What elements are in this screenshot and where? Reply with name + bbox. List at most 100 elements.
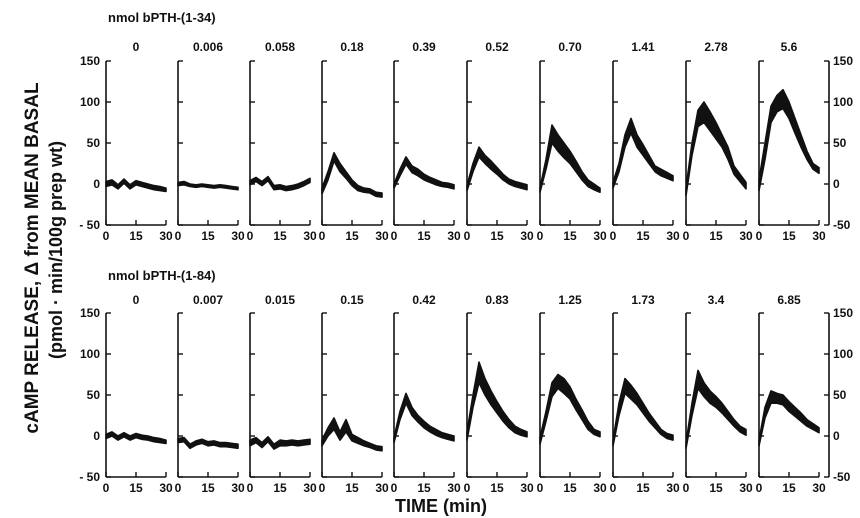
response-band bbox=[758, 88, 820, 192]
panel-1-1: 0.007 0 15 30 bbox=[175, 293, 245, 495]
panel-1-4: 0.42 0 15 30 bbox=[391, 293, 461, 495]
y-tick-label: 150 bbox=[80, 306, 100, 320]
y-tick-label: 0 bbox=[93, 177, 100, 191]
x-tick-label: 15 bbox=[782, 481, 796, 495]
x-tick-label: 30 bbox=[447, 481, 461, 495]
x-axis-title: TIME (min) bbox=[395, 496, 487, 516]
panel-0-3: 0.18 0 15 30 bbox=[319, 40, 389, 243]
response-band bbox=[685, 101, 747, 197]
x-tick-label: 30 bbox=[593, 481, 607, 495]
x-tick-label: 15 bbox=[345, 481, 359, 495]
x-tick-label: 0 bbox=[464, 229, 471, 243]
x-tick-label: 30 bbox=[231, 229, 245, 243]
dose-label: 3.4 bbox=[708, 293, 725, 307]
x-tick-label: 15 bbox=[129, 481, 143, 495]
response-band bbox=[105, 178, 167, 193]
panel-0-8: 2.78 0 15 30 bbox=[683, 40, 753, 243]
panel-1-3: 0.15 0 15 30 bbox=[319, 293, 389, 495]
x-tick-label: 30 bbox=[812, 481, 826, 495]
y-tick-label: 50 bbox=[87, 136, 101, 150]
x-tick-label: 30 bbox=[303, 481, 317, 495]
x-tick-label: 15 bbox=[417, 229, 431, 243]
x-tick-label: 0 bbox=[610, 481, 617, 495]
panel-1-2: 0.015 0 15 30 bbox=[247, 293, 317, 495]
dose-label: 0.006 bbox=[193, 40, 223, 54]
right-y-tick-label: 0 bbox=[833, 429, 840, 443]
x-tick-label: 30 bbox=[375, 229, 389, 243]
x-tick-label: 30 bbox=[739, 481, 753, 495]
dose-label: 0 bbox=[133, 293, 140, 307]
panel-0-4: 0.39 0 15 30 bbox=[391, 40, 461, 243]
right-y-tick-label: -50 bbox=[833, 470, 851, 484]
x-tick-label: 30 bbox=[739, 229, 753, 243]
right-y-tick-label: 50 bbox=[833, 388, 847, 402]
dose-label: 0.007 bbox=[193, 293, 223, 307]
response-band bbox=[321, 417, 383, 452]
x-tick-label: 30 bbox=[666, 481, 680, 495]
y-tick-label: 0 bbox=[93, 429, 100, 443]
response-band bbox=[249, 436, 311, 450]
x-tick-label: 30 bbox=[231, 481, 245, 495]
x-tick-label: 0 bbox=[610, 229, 617, 243]
right-y-tick-label: 0 bbox=[833, 177, 840, 191]
panel-0-6: 0.70 0 15 30 bbox=[537, 40, 607, 243]
right-y-tick-label: 100 bbox=[833, 95, 853, 109]
dose-label: 0 bbox=[133, 40, 140, 54]
x-tick-label: 0 bbox=[175, 229, 182, 243]
x-tick-label: 0 bbox=[103, 481, 110, 495]
dose-label: 0.70 bbox=[558, 40, 582, 54]
panel-1-5: 0.83 0 15 30 bbox=[464, 293, 534, 495]
x-tick-label: 15 bbox=[201, 229, 215, 243]
right-y-tick-label: 50 bbox=[833, 136, 847, 150]
x-tick-label: 30 bbox=[159, 229, 173, 243]
dose-label: 2.78 bbox=[704, 40, 728, 54]
dose-label: 0.058 bbox=[265, 40, 295, 54]
y-tick-label: 150 bbox=[80, 54, 100, 68]
x-tick-label: 0 bbox=[391, 481, 398, 495]
dose-label: 0.39 bbox=[412, 40, 436, 54]
dose-label: 0.42 bbox=[412, 293, 436, 307]
x-tick-label: 0 bbox=[683, 481, 690, 495]
right-y-tick-label: -50 bbox=[833, 218, 851, 232]
dose-label: 5.6 bbox=[781, 40, 798, 54]
panel-0-5: 0.52 0 15 30 bbox=[464, 40, 534, 243]
x-tick-label: 0 bbox=[683, 229, 690, 243]
dose-label: 1.41 bbox=[631, 40, 655, 54]
group-label: nmol bPTH-(1-84) bbox=[108, 268, 216, 283]
x-tick-label: 0 bbox=[103, 229, 110, 243]
x-tick-label: 30 bbox=[593, 229, 607, 243]
x-tick-label: 30 bbox=[520, 229, 534, 243]
x-tick-label: 0 bbox=[756, 481, 763, 495]
x-tick-label: 0 bbox=[537, 481, 544, 495]
x-tick-label: 15 bbox=[201, 481, 215, 495]
dose-label: 1.73 bbox=[631, 293, 655, 307]
dose-label: 0.18 bbox=[340, 40, 364, 54]
x-tick-label: 0 bbox=[464, 481, 471, 495]
x-tick-label: 0 bbox=[537, 229, 544, 243]
x-tick-label: 15 bbox=[563, 481, 577, 495]
dose-label: 6.85 bbox=[777, 293, 801, 307]
response-band bbox=[393, 156, 455, 190]
right-y-tick-label: 150 bbox=[833, 306, 853, 320]
x-tick-label: 15 bbox=[709, 229, 723, 243]
x-tick-label: 0 bbox=[319, 229, 326, 243]
x-tick-label: 15 bbox=[709, 481, 723, 495]
response-band bbox=[466, 361, 528, 441]
x-tick-label: 0 bbox=[175, 481, 182, 495]
dose-label: 1.25 bbox=[558, 293, 582, 307]
y-tick-label: 50 bbox=[87, 388, 101, 402]
panel-0-9: 5.6 0 15 30 150 100 50 0 -50 bbox=[756, 40, 854, 243]
right-y-tick-label: 150 bbox=[833, 54, 853, 68]
right-y-tick-label: 100 bbox=[833, 347, 853, 361]
x-tick-label: 15 bbox=[636, 229, 650, 243]
x-tick-label: 30 bbox=[303, 229, 317, 243]
response-band bbox=[685, 369, 747, 450]
x-tick-label: 0 bbox=[756, 229, 763, 243]
x-tick-label: 15 bbox=[345, 229, 359, 243]
x-tick-label: 0 bbox=[319, 481, 326, 495]
y-tick-label: 100 bbox=[80, 347, 100, 361]
x-tick-label: 15 bbox=[490, 229, 504, 243]
